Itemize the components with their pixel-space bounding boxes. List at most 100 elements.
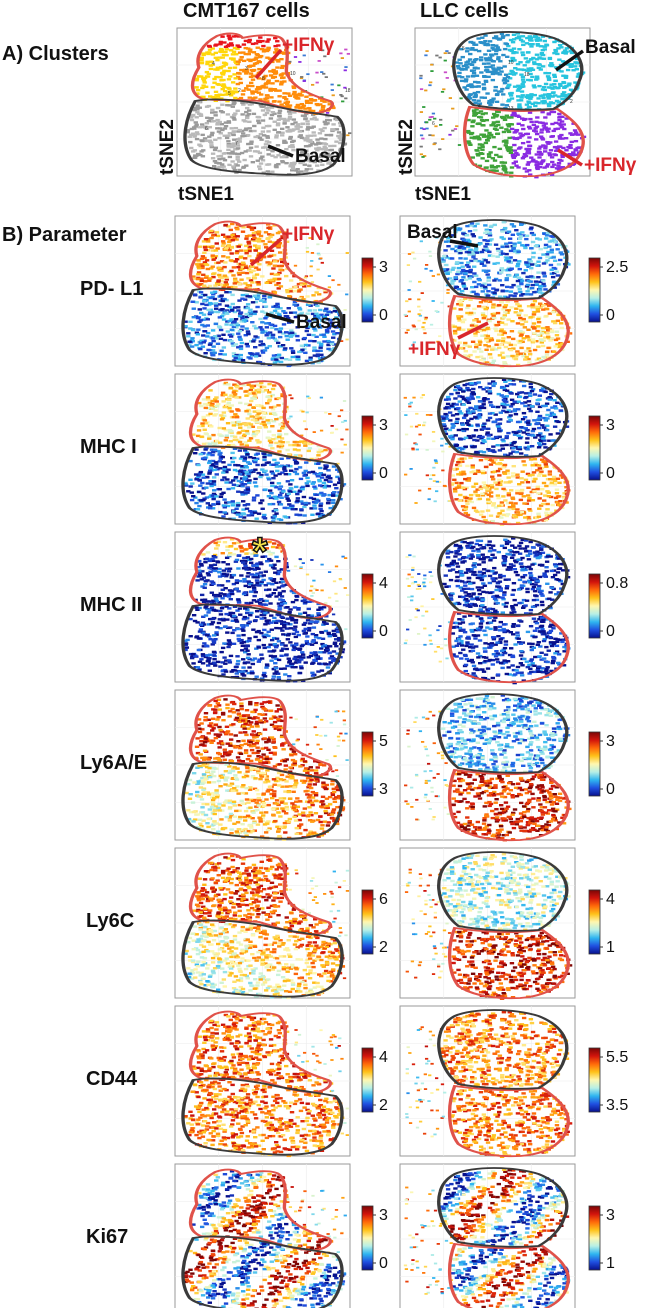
parameter-label: Ly6C (86, 910, 134, 932)
tsne-cluster-plot-llc: 5 10 18 4 13 6 2 (414, 27, 591, 179)
ifn-pointer-b-cmt (249, 237, 283, 267)
basal-label-b-cmt: Basal (296, 312, 347, 333)
cluster-label: 2 (570, 99, 573, 105)
cluster-label: 10 (290, 71, 296, 77)
basal-gate-outline (181, 919, 344, 998)
colorscale-tick-high: 3 (606, 1207, 615, 1224)
parameter-label: Ly6A/E (80, 752, 147, 774)
axis-x-label-llc: tSNE1 (415, 184, 471, 205)
cluster-label: 6 (205, 126, 208, 132)
colorscale-tick-low: 1 (606, 939, 615, 956)
colorscale-bar: 30 (361, 257, 388, 324)
cluster-label: 2 (238, 88, 241, 94)
cluster-label: 10 (508, 60, 514, 66)
basal-pointer-a-llc (554, 49, 585, 72)
cluster-label: 6 (432, 121, 435, 127)
cluster-label: 18 (345, 88, 351, 94)
colorscale-tick-high: 3 (606, 417, 615, 434)
cluster-label: 5 (228, 91, 231, 97)
ifn-pointer-b-llc (457, 321, 489, 340)
colorscale-bar: 53 (361, 731, 388, 798)
colorscale-tick-low: 0 (379, 465, 388, 482)
basal-gate-outline (181, 445, 344, 524)
colorscale-tick-high: 4 (379, 1049, 388, 1066)
scatter-points (403, 535, 571, 685)
ifn-gate-outline (190, 32, 335, 114)
ifn-gate-outline (188, 852, 333, 936)
basal-gate-outline (437, 693, 569, 774)
colorscale-bar: 0.80 (588, 573, 628, 640)
colorscale-bar: 30 (361, 415, 388, 482)
basal-label-a-llc: Basal (585, 37, 636, 58)
colorscale-tick-low: 0 (379, 307, 388, 324)
basal-gate-outline (181, 761, 344, 840)
colorscale-tick-high: 6 (379, 891, 388, 908)
ifn-gate-outline (188, 694, 333, 778)
basal-gate-outline (181, 603, 344, 682)
colorscale-tick-high: 0.8 (606, 575, 628, 592)
basal-pointer-a-cmt (267, 144, 294, 158)
basal-gate-outline (437, 535, 569, 616)
colorscale-tick-low: 0 (606, 623, 615, 640)
colorscale-bar: 30 (361, 1205, 388, 1272)
basal-gate-outline (181, 1077, 344, 1156)
outlier-points (294, 1029, 349, 1136)
outlier-points (403, 554, 454, 663)
basal-gate-outline (181, 1235, 344, 1308)
basal-gate-outline (437, 851, 569, 932)
scatter-points (419, 31, 587, 179)
colorscale-tick-low: 0 (606, 465, 615, 482)
colorscale-tick-high: 4 (379, 575, 388, 592)
colorscale-tick-low: 3 (379, 781, 388, 798)
parameter-row-ki67: Ki67 30 3 1 (86, 1163, 615, 1308)
outlier-points (289, 710, 349, 777)
outlier-points (287, 394, 349, 465)
basal-gate-outline (437, 377, 569, 458)
colorscale-tick-high: 3 (379, 417, 388, 434)
outlier-points (404, 868, 454, 979)
colorscale-tick-low: 2 (379, 939, 388, 956)
colorscale-tick-low: 0 (606, 781, 615, 798)
colorscale-tick-high: 3 (606, 733, 615, 750)
scatter-points (181, 694, 349, 841)
cluster-label: 18 (524, 72, 530, 78)
ifn-gate-outline (188, 220, 333, 304)
column-title-cmt167: CMT167 cells (183, 0, 310, 22)
basal-gate-outline (437, 1009, 569, 1090)
colorscale-tick-low: 0 (379, 1255, 388, 1272)
cluster-label: 8 (262, 76, 265, 82)
basal-label-b-llc: Basal (407, 222, 458, 243)
ifn-pointer-a-cmt (254, 48, 283, 80)
scatter-points (183, 32, 352, 177)
scatter-points (181, 1010, 349, 1158)
scatter-points (403, 377, 571, 526)
scatter-points (405, 1009, 573, 1158)
basal-gate-outline (181, 287, 344, 366)
ifn-pointer-a-llc (557, 148, 583, 167)
ifn-gate-outline (188, 1010, 333, 1094)
colorscale-bar: 62 (361, 889, 388, 956)
ifn-gate-outline (188, 378, 333, 462)
column-title-llc: LLC cells (420, 0, 509, 22)
parameter-label: Ki67 (86, 1226, 128, 1248)
cluster-label: 3 (245, 66, 248, 72)
colorscale-tick-low: 0 (606, 307, 615, 324)
colorscale-tick-high: 5.5 (606, 1049, 628, 1066)
colorscale-tick-high: 3 (379, 259, 388, 276)
cluster-label: 13 (508, 106, 514, 112)
colorscale-tick-low: 1 (606, 1255, 615, 1272)
scatter-points (404, 693, 572, 842)
colorscale-tick-low: 2 (379, 1097, 388, 1114)
basal-pointer-b-llc (449, 239, 479, 248)
scatter-points (404, 851, 573, 1000)
ifn-label-b-llc: +IFNγ (408, 339, 461, 360)
colorscale-bar: 30 (588, 731, 615, 798)
colorscale-tick-high: 4 (606, 891, 615, 908)
